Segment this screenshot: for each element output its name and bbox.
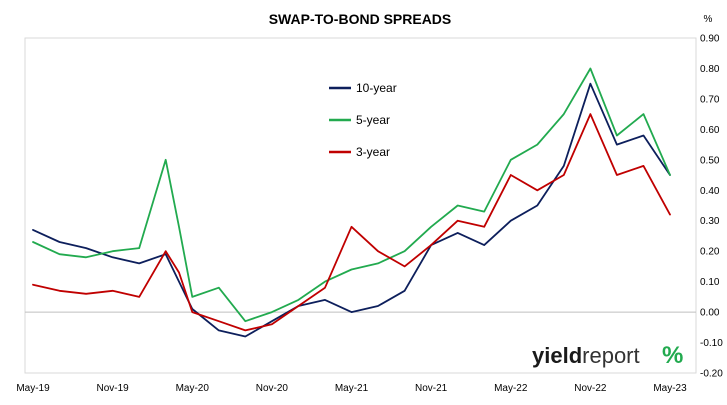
y-tick-label: 0.90: [700, 34, 720, 45]
plot-area: [24, 37, 697, 374]
series-line-3-year: [32, 113, 671, 332]
chart-title: SWAP-TO-BOND SPREADS: [269, 11, 452, 27]
y-tick-label: 0.30: [700, 216, 720, 227]
series-line-10-year: [32, 82, 671, 338]
legend-label: 10-year: [356, 81, 397, 95]
y-tick-label: 0.60: [700, 125, 720, 136]
x-tick-label: May-23: [653, 383, 687, 394]
y-tick-label: 0.20: [700, 247, 720, 258]
y-axis: -0.20 -0.10 0.00 0.10 0.20 0.30 0.40 0.50 0.60 0.…: [700, 34, 723, 380]
y-tick-label: 0.70: [700, 94, 720, 105]
x-tick-label: May-22: [494, 383, 528, 394]
logo-word-report: report: [582, 343, 639, 368]
logo-word-yield: yield: [532, 343, 582, 368]
y-tick-label: 0.00: [700, 308, 720, 319]
svg-text:yieldreport: yieldreport: [532, 343, 640, 368]
legend: 10-year 5-year 3-year: [329, 81, 397, 159]
y-tick-label: 0.50: [700, 155, 720, 166]
y-tick-label: 0.80: [700, 64, 720, 75]
series-line-5-year: [32, 67, 671, 323]
x-tick-label: Nov-19: [97, 383, 130, 394]
y-axis-unit-label: %: [704, 14, 713, 25]
x-tick-label: Nov-22: [574, 383, 607, 394]
legend-label: 5-year: [356, 113, 390, 127]
x-axis: May-19 Nov-19 May-20 Nov-20 May-21 Nov-21 May-…: [16, 383, 687, 394]
x-tick-label: Nov-20: [256, 383, 289, 394]
logo-percent-symbol: %: [662, 342, 683, 369]
x-tick-label: May-21: [335, 383, 369, 394]
y-tick-label: 0.40: [700, 186, 720, 197]
x-tick-label: May-20: [176, 383, 210, 394]
y-tick-label: 0.10: [700, 277, 720, 288]
y-tick-label: -0.10: [700, 338, 723, 349]
x-tick-label: Nov-21: [415, 383, 448, 394]
legend-label: 3-year: [356, 145, 390, 159]
x-tick-label: May-19: [16, 383, 50, 394]
y-tick-label: -0.20: [700, 369, 723, 380]
yieldreport-logo: yieldreport %: [532, 342, 683, 369]
series-group: [32, 67, 671, 338]
